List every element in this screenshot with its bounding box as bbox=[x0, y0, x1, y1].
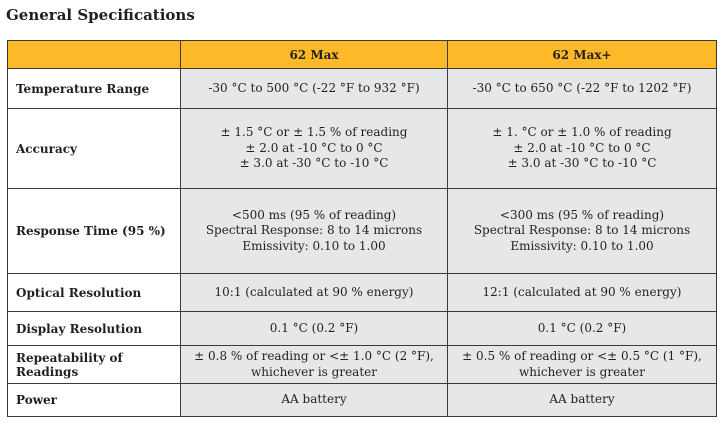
spec-table: 62 Max 62 Max+ Temperature Range -30 °C to… bbox=[7, 40, 717, 417]
cell-line: Emissivity: 0.10 to 1.00 bbox=[510, 238, 654, 253]
cell: <500 ms (95 % of reading) Spectral Respon… bbox=[180, 188, 448, 274]
row-label: Accuracy bbox=[7, 108, 181, 189]
row: Temperature Range -30 °C to 500 °C (-22 °… bbox=[7, 68, 717, 109]
row: Power AA battery AA battery bbox=[7, 383, 717, 417]
row: Optical Resolution 10:1 (calculated at 90… bbox=[7, 273, 717, 312]
cell: ± 0.5 % of reading or <± 0.5 °C (1 °F), w… bbox=[447, 345, 717, 384]
row-label: Optical Resolution bbox=[7, 273, 181, 312]
cell-line: 0.1 °C (0.2 °F) bbox=[537, 320, 627, 335]
row: Display Resolution 0.1 °C (0.2 °F) 0.1 °C … bbox=[7, 311, 717, 346]
row: Accuracy ± 1.5 °C or ± 1.5 % of reading ± … bbox=[7, 108, 717, 189]
cell: 10:1 (calculated at 90 % energy) bbox=[180, 273, 448, 312]
cell: 0.1 °C (0.2 °F) bbox=[447, 311, 717, 346]
row-label: Response Time (95 %) bbox=[7, 188, 181, 274]
cell: 12:1 (calculated at 90 % energy) bbox=[447, 273, 717, 312]
cell: -30 °C to 500 °C (-22 °F to 932 °F) bbox=[180, 68, 448, 109]
cell-line: AA battery bbox=[549, 392, 615, 407]
cell-line: 0.1 °C (0.2 °F) bbox=[269, 320, 359, 335]
cell-line: ± 0.8 % of reading or <± 1.0 °C (2 °F), bbox=[194, 349, 434, 363]
header-cell bbox=[7, 40, 181, 69]
row-label: Repeatability of Readings bbox=[7, 345, 181, 384]
cell-line: Emissivity: 0.10 to 1.00 bbox=[242, 238, 386, 253]
cell-line: AA battery bbox=[281, 392, 347, 407]
cell-line: ± 3.0 at -30 °C to -10 °C bbox=[507, 156, 657, 171]
cell-line: ± 0.5 % of reading or <± 0.5 °C (1 °F), bbox=[462, 349, 702, 363]
row-label: Display Resolution bbox=[7, 311, 181, 346]
cell: ± 1. °C or ± 1.0 % of reading ± 2.0 at -1… bbox=[447, 108, 717, 189]
cell: AA battery bbox=[180, 383, 448, 417]
column-header: 62 Max bbox=[180, 40, 448, 69]
cell-line: Spectral Response: 8 to 14 microns bbox=[205, 223, 423, 238]
row: Repeatability of Readings ± 0.8 % of read… bbox=[7, 345, 717, 384]
cell-line: 10:1 (calculated at 90 % energy) bbox=[214, 284, 414, 299]
cell-line: ± 1.5 °C or ± 1.5 % of reading bbox=[220, 125, 408, 140]
cell: ± 1.5 °C or ± 1.5 % of reading ± 2.0 at -… bbox=[180, 108, 448, 189]
row-label: Power bbox=[7, 383, 181, 417]
cell: AA battery bbox=[447, 383, 717, 417]
cell-line: -30 °C to 650 °C (-22 °F to 1202 °F) bbox=[472, 80, 692, 95]
cell-line: whichever is greater bbox=[519, 364, 645, 379]
cell: 0.1 °C (0.2 °F) bbox=[180, 311, 448, 346]
cell-line: <500 ms (95 % of reading) bbox=[231, 207, 397, 222]
cell: <300 ms (95 % of reading) Spectral Respon… bbox=[447, 188, 717, 274]
cell: ± 0.8 % of reading or <± 1.0 °C (2 °F), w… bbox=[180, 345, 448, 384]
cell-line: ± 2.0 at -10 °C to 0 °C bbox=[513, 140, 651, 155]
cell-line: ± 2.0 at -10 °C to 0 °C bbox=[245, 140, 383, 155]
cell-line: ± 3.0 at -30 °C to -10 °C bbox=[239, 156, 389, 171]
cell-line: -30 °C to 500 °C (-22 °F to 932 °F) bbox=[208, 80, 420, 95]
cell-line: 12:1 (calculated at 90 % energy) bbox=[482, 284, 682, 299]
cell-line: ± 1. °C or ± 1.0 % of reading bbox=[492, 125, 672, 140]
column-header: 62 Max+ bbox=[447, 40, 717, 69]
cell-line: <300 ms (95 % of reading) bbox=[499, 207, 665, 222]
row-label: Temperature Range bbox=[7, 68, 181, 109]
cell: -30 °C to 650 °C (-22 °F to 1202 °F) bbox=[447, 68, 717, 109]
cell-line: whichever is greater bbox=[251, 364, 377, 379]
cell-line: Spectral Response: 8 to 14 microns bbox=[473, 223, 691, 238]
header-row: 62 Max 62 Max+ bbox=[7, 40, 717, 69]
title: General Specifications bbox=[6, 6, 195, 24]
row: Response Time (95 %) <500 ms (95 % of rea… bbox=[7, 188, 717, 274]
